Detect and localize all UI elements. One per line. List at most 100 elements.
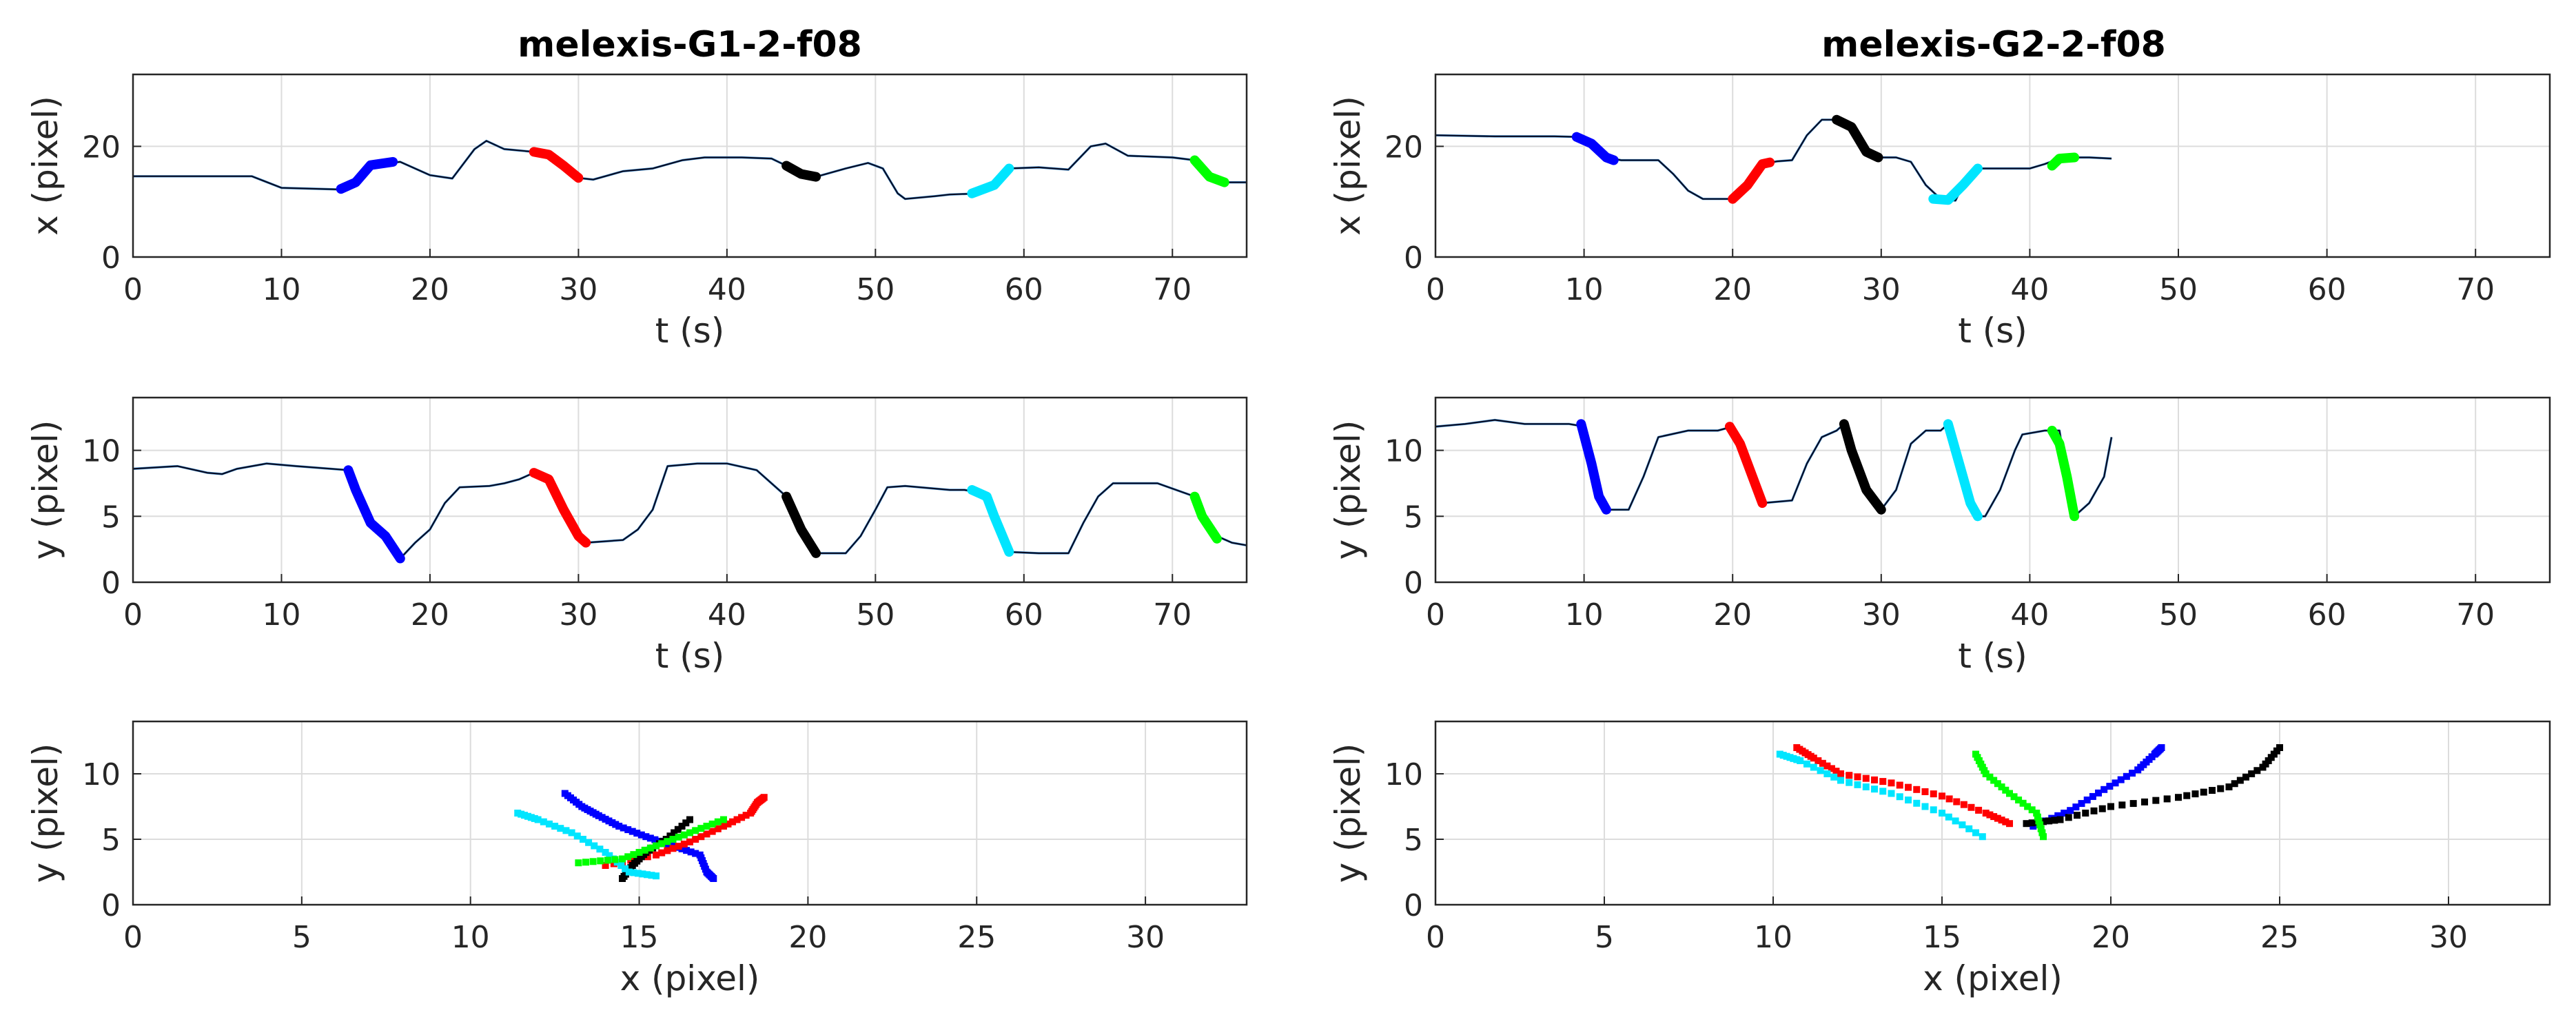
g1-yt-xtick-label: 60 [1005,597,1043,633]
g2-xy-xtick-label: 5 [1595,920,1614,955]
g1-xy-point [719,823,727,830]
panel-g1-xt: 0 10 20 30 40 50 60 70 0 20 t (s) x (pixel) [25,73,1248,351]
g2-xy-point [2056,816,2064,823]
g1-xy-point [692,836,699,843]
g2-xy-point [1994,780,2001,788]
g2-yt-xtick-label: 0 [1426,597,1445,633]
g1-xy-point [606,852,613,859]
g2-xt-xtick-label: 10 [1565,272,1604,307]
g2-xy-point [1803,760,1810,768]
g2-xy-point [1998,817,2005,824]
g2-xy-point [2037,825,2045,832]
g1-xy-point [646,844,654,852]
g2-xy-xtick-label: 25 [2260,920,2299,955]
g1-xy-point [674,825,682,833]
g1-xt-ytick-label: 0 [101,240,121,276]
g2-yt-xtick-label: 50 [2159,597,2198,633]
g1-xy-point [687,848,695,856]
g2-xy-point [1960,801,1967,808]
g2-xy-point [2061,810,2068,817]
g2-xy-point [1930,790,1937,798]
g2-xy-point [1975,806,1983,814]
g2-xy-point [2083,797,2091,803]
g2-xy-point [2106,783,2114,790]
g2-xy-point [2098,805,2106,812]
g2-xt-segment-4 [2047,152,2080,171]
g1-xy-point [714,818,722,825]
g1-xy-point [671,829,678,837]
g2-xy-point [2028,806,2036,814]
g2-xy-point [2225,783,2233,790]
g2-xy-point [1982,770,1990,777]
panel-g1-xy: 0 5 10 15 20 25 30 0 5 10 x (pixel) y (pixel) [25,720,1248,998]
g1-xt-xtick-label: 20 [411,272,449,307]
g2-xy-point [1986,773,1994,781]
g1-xy-point [653,872,660,880]
g1-xy-point [637,831,645,839]
g2-xy-point [2191,790,2199,798]
g2-yt-ytick-label: 0 [1404,566,1423,601]
g2-xy-point [1939,810,1945,817]
g2-xy-point [2200,788,2207,796]
g1-yt-segment-1 [529,468,591,548]
g1-xy-point [604,856,611,864]
g1-yt-segment-2 [781,491,821,558]
g1-xy-point [619,855,626,863]
g1-xy-point [692,827,699,834]
g1-xy-point [639,870,646,878]
g1-xy-ytick-label: 10 [82,757,121,792]
g1-yt-ytick-label: 10 [82,434,121,469]
g2-xy-point [1879,788,1887,795]
panel-g1-yt: 0 10 20 30 40 50 60 70 0 5 10 t (s) y (pixel) [25,396,1248,676]
g2-xy-point [1837,777,1844,784]
g2-xy-point [2015,797,2023,803]
g2-yt-xtick-label: 30 [1862,597,1901,633]
g2-xy-point [2002,786,2010,794]
title-g2: melexis-G2-2-f08 [1821,24,2166,65]
g2-xy-point [2107,803,2114,810]
g1-xy-point [664,847,671,854]
g1-xy-point [562,827,570,834]
g2-xy-point [2276,744,2283,751]
g2-xy-point [2002,818,2010,825]
g2-xy-point [1846,779,1853,786]
g1-xy-series-4 [575,816,727,867]
g1-xt-segment-2 [781,161,821,182]
g2-xy-point [2045,817,2053,825]
g2-xy-point [1965,825,1973,832]
g1-yt-xtick-label: 40 [708,597,746,633]
g2-xy-point [1930,806,1937,814]
g1-xy-point [669,845,677,852]
g1-xt-xlabel: t (s) [655,311,725,351]
g2-xt-xtick-label: 50 [2159,272,2198,307]
g2-xt-xlabel: t (s) [1958,311,2027,351]
g2-xy-point [2051,817,2058,824]
g1-xy-point [611,856,619,863]
g1-xy-point [686,829,693,837]
g2-xy-point [1905,783,1912,791]
g2-xy-point [2117,776,2125,783]
g1-yt-xtick-label: 70 [1153,597,1192,633]
g2-xy-point [1846,772,1853,779]
g2-xt-xtick-label: 60 [2308,272,2347,307]
g1-xy-point [596,845,604,853]
g2-xy-point [2024,803,2032,810]
g1-yt-ylabel: y (pixel) [25,420,65,560]
g2-xy-point [1854,773,1861,781]
g1-xy-point [641,846,648,854]
g1-xy-point [630,851,637,859]
g2-yt-segment-3 [1943,419,1983,522]
g1-xy-point [589,858,597,865]
g2-xy-point [1913,799,1921,807]
g2-xy-point [2231,780,2238,788]
g1-xy-point [724,820,732,828]
g2-xy-point [1945,795,1953,803]
g2-xy-point [2038,829,2046,837]
g2-xy-point [2033,810,2041,817]
g1-xy-point [703,823,711,830]
g2-xy-point [2163,795,2171,803]
g2-xy-point [2095,789,2103,797]
g2-xt-segment-1 [1728,157,1775,204]
g2-yt-segment-0 [1576,419,1611,515]
g1-xy-point [540,818,547,825]
